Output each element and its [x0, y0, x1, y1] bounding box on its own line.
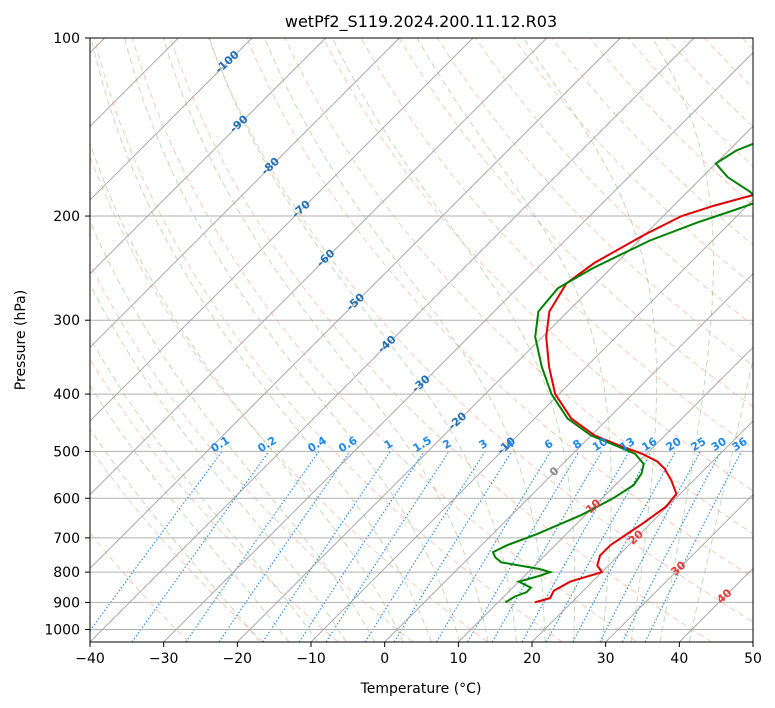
dry-adiabat-line [170, 38, 712, 642]
dry-adiabat-line [246, 38, 753, 578]
isotherm-gridline [163, 52, 753, 642]
mixing-ratio-line [218, 451, 351, 642]
moist-adiabat-line [208, 38, 517, 642]
mixing-ratio-line [131, 451, 270, 642]
mixing-ratio-line [298, 451, 425, 642]
isotherm-grid [90, 38, 753, 642]
x-tick-label: −20 [223, 651, 253, 667]
mixing-ratio-line [521, 451, 630, 642]
x-tick-label: 30 [597, 651, 615, 667]
isotherm-gridline [458, 346, 753, 642]
mixing-ratio-line [185, 451, 320, 642]
moist-adiabat-line [162, 38, 489, 642]
dry-adiabat-line [208, 38, 753, 623]
moist-adiabat-line [523, 38, 658, 642]
x-tick-label: −10 [296, 651, 326, 667]
moist-adiabat-line [90, 337, 319, 642]
y-axis-label: Pressure (hPa) [13, 290, 29, 390]
mixing-ratio-line [262, 451, 391, 642]
y-tick-label: 900 [53, 595, 80, 611]
dewpoint-line [491, 142, 753, 604]
y-tick-label: 100 [53, 31, 80, 47]
moist-adiabat-line [264, 38, 546, 642]
isotherm-gridline [90, 38, 621, 569]
dry-adiabat-line [131, 38, 638, 642]
x-tick-label: 10 [449, 651, 467, 667]
isotherm-gridline [237, 125, 753, 642]
dry-adiabat-line [284, 38, 753, 535]
moist-adiabat-line [688, 356, 753, 642]
mixing-ratio-line [599, 451, 701, 642]
dry-adiabat-line [90, 446, 264, 642]
mixing-ratio-line [364, 451, 486, 642]
y-tick-label: 200 [53, 209, 80, 225]
y-tick-label: 600 [53, 491, 80, 507]
mixing-ratio-line [435, 451, 552, 642]
isotherm-gridline [310, 199, 753, 642]
y-tick-label: 1000 [44, 622, 80, 638]
dry-adiabat-line [93, 38, 563, 642]
moist-adiabat-line [124, 38, 461, 642]
isotherm-gridline [384, 273, 753, 642]
moist-adiabats [90, 38, 753, 642]
chart-title: wetPf2_S119.2024.200.11.12.R03 [285, 12, 557, 32]
mixing-ratio-line [572, 451, 676, 642]
isotherm-gridline [90, 38, 695, 642]
y-tick-label: 400 [53, 387, 80, 403]
dry-adiabat-line [513, 38, 753, 286]
y-tick-label: 500 [53, 444, 80, 460]
isobar-grid [90, 38, 753, 630]
x-tick-label: −40 [75, 651, 105, 667]
isotherm-gridline [90, 38, 253, 201]
mixing-ratio-line [393, 451, 513, 642]
isotherm-gridline [90, 38, 474, 422]
mixing-ratio-line [325, 451, 450, 642]
mixing-ratio-lines [90, 451, 742, 642]
x-tick-label: 20 [523, 651, 541, 667]
moist-adiabat-line [652, 38, 714, 642]
isotherm-gridline [531, 420, 753, 642]
mixing-ratio-line [621, 451, 722, 642]
y-tick-label: 300 [53, 313, 80, 329]
isotherm-gridline [90, 38, 326, 275]
moist-adiabat-line [90, 283, 347, 642]
sounding-series [491, 142, 753, 604]
moist-adiabat-line [90, 38, 432, 642]
x-tick-label: 0 [380, 651, 389, 667]
dry-adiabats [90, 38, 753, 642]
y-tick-label: 700 [53, 531, 80, 547]
isotherm-gridline [90, 38, 547, 496]
mixing-ratio-line [545, 451, 652, 642]
dry-adiabat-line [475, 38, 753, 326]
x-axis-label: Temperature (°C) [360, 681, 482, 697]
dry-adiabat-line [322, 38, 753, 492]
moist-adiabat-line [90, 428, 261, 642]
y-tick-label: 800 [53, 565, 80, 581]
x-axis-ticks: −40 −30 −20 −10 0 10 20 30 40 50 [75, 642, 762, 667]
x-tick-label: 40 [670, 651, 688, 667]
plot-frame [89, 37, 754, 643]
isotherm-gridline [90, 38, 400, 348]
isotherm-gridline [605, 494, 753, 642]
x-tick-label: 50 [744, 651, 762, 667]
moist-adiabat-line [416, 38, 612, 642]
x-tick-label: −30 [149, 651, 179, 667]
dry-adiabat-line [90, 263, 414, 642]
temperature-line [534, 194, 753, 604]
mixing-ratio-line [644, 451, 742, 642]
moist-adiabat-line [90, 384, 290, 642]
mixing-ratio-line [90, 451, 223, 632]
y-axis-ticks: 100 200 300 400 500 600 700 800 900 1000 [44, 31, 90, 638]
